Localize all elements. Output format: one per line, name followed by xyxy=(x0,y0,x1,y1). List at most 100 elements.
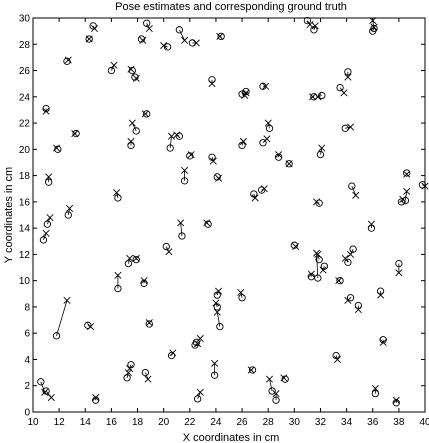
error-segment xyxy=(169,136,172,149)
ground-truth-point xyxy=(175,26,183,34)
ground-truth-point xyxy=(89,22,97,30)
ground-truth-point xyxy=(272,396,280,404)
estimate-point xyxy=(127,137,135,145)
error-segment xyxy=(126,372,129,378)
estimate-point xyxy=(215,287,223,295)
error-segment xyxy=(345,126,351,129)
estimate-point-stroke xyxy=(399,195,407,203)
estimate-point xyxy=(319,266,327,274)
ground-truth-point xyxy=(123,374,131,382)
ground-truth-point xyxy=(64,211,72,219)
ground-truth-point xyxy=(376,287,385,295)
estimate-point-stroke xyxy=(124,369,132,377)
estimate-point xyxy=(333,355,341,363)
estimate-point xyxy=(66,204,74,212)
estimate-point-stroke xyxy=(370,23,378,31)
ground-truth-point xyxy=(336,277,344,285)
estimate-point-stroke xyxy=(47,394,55,402)
estimate-point-stroke xyxy=(260,185,268,193)
ground-truth-point xyxy=(315,256,323,264)
estimate-point-stroke xyxy=(344,296,352,304)
estimate-point-stroke xyxy=(262,82,270,90)
estimate-point xyxy=(140,277,148,285)
x-tick-label: 22 xyxy=(184,417,196,428)
estimate-point xyxy=(113,189,121,197)
estimate-point xyxy=(132,74,140,82)
estimate-point xyxy=(145,24,153,33)
estimate-point xyxy=(209,157,217,165)
estimate-point xyxy=(216,32,224,40)
estimate-point xyxy=(114,271,122,279)
estimate-point xyxy=(369,17,377,25)
estimate-point xyxy=(371,384,379,392)
estimate-point-stroke xyxy=(140,277,148,285)
ground-truth-point xyxy=(175,132,183,140)
estimate-point xyxy=(46,214,54,222)
x-tick-label: 32 xyxy=(315,417,327,428)
y-tick-label: 24 xyxy=(19,92,31,103)
estimate-point xyxy=(309,93,317,101)
ground-truth-point xyxy=(259,139,267,147)
estimate-point-stroke xyxy=(392,396,400,404)
error-segment xyxy=(56,300,68,336)
ground-truth-point xyxy=(37,378,45,386)
estimate-point xyxy=(110,61,118,69)
y-tick-label: 16 xyxy=(19,197,31,208)
ground-truth-point xyxy=(265,124,274,132)
estimate-point-stroke xyxy=(403,187,411,195)
estimate-point-stroke xyxy=(319,266,327,274)
axis-ticks: 10 12 14 16 18 20 22 24 26 28 30 32 34 36 38 4002468101… xyxy=(19,14,429,429)
estimate-point-stroke xyxy=(90,24,98,33)
estimate-point-stroke xyxy=(247,366,255,374)
estimate-point xyxy=(260,185,268,193)
estimate-point-stroke xyxy=(379,338,387,346)
estimate-point xyxy=(242,89,250,97)
ground-truth-point xyxy=(39,236,48,244)
y-tick-label: 18 xyxy=(19,171,31,182)
estimate-point-stroke xyxy=(242,89,250,97)
ground-truth-point xyxy=(114,284,122,293)
estimate-point-stroke xyxy=(340,89,348,97)
estimate-point xyxy=(64,56,72,64)
estimate-point-stroke xyxy=(347,250,355,258)
x-axis-title: X coordinates in cm xyxy=(183,432,280,443)
error-segment xyxy=(131,122,137,132)
y-tick-label: 6 xyxy=(24,329,30,340)
estimate-point-stroke xyxy=(211,359,219,367)
estimate-point xyxy=(173,131,181,139)
ground-truth-point xyxy=(344,68,352,76)
estimate-point xyxy=(126,254,134,262)
estimate-point xyxy=(144,375,152,383)
estimate-point-stroke xyxy=(196,388,204,396)
plot-frame xyxy=(32,17,426,413)
estimate-point xyxy=(344,296,352,304)
ground-truth-point xyxy=(193,395,202,403)
estimate-point-stroke xyxy=(251,194,259,202)
estimate-point xyxy=(403,187,411,195)
estimate-point xyxy=(272,390,280,398)
estimate-point-stroke xyxy=(127,137,135,145)
estimate-point xyxy=(367,220,375,228)
estimate-point-stroke xyxy=(344,73,352,81)
ground-truth-point xyxy=(43,220,52,228)
estimate-point-stroke xyxy=(306,21,314,29)
estimate-point xyxy=(307,270,315,278)
y-tick-label: 28 xyxy=(19,40,31,51)
estimate-point xyxy=(395,269,403,277)
estimate-point xyxy=(262,82,270,90)
estimate-point xyxy=(344,73,352,81)
estimate-point xyxy=(196,334,204,342)
estimate-point xyxy=(126,365,134,373)
estimate-point xyxy=(187,151,195,159)
estimate-point xyxy=(192,39,200,47)
estimate-point xyxy=(181,166,189,174)
error-segment xyxy=(178,29,185,41)
ground-truth-point xyxy=(401,196,410,205)
x-tick-label: 24 xyxy=(210,417,222,428)
estimate-point xyxy=(215,174,223,182)
estimate-point xyxy=(318,144,326,152)
estimate-point xyxy=(213,308,221,316)
error-segment xyxy=(116,192,119,199)
ground-truth-point xyxy=(316,150,325,159)
ground-truth-point xyxy=(127,141,135,150)
